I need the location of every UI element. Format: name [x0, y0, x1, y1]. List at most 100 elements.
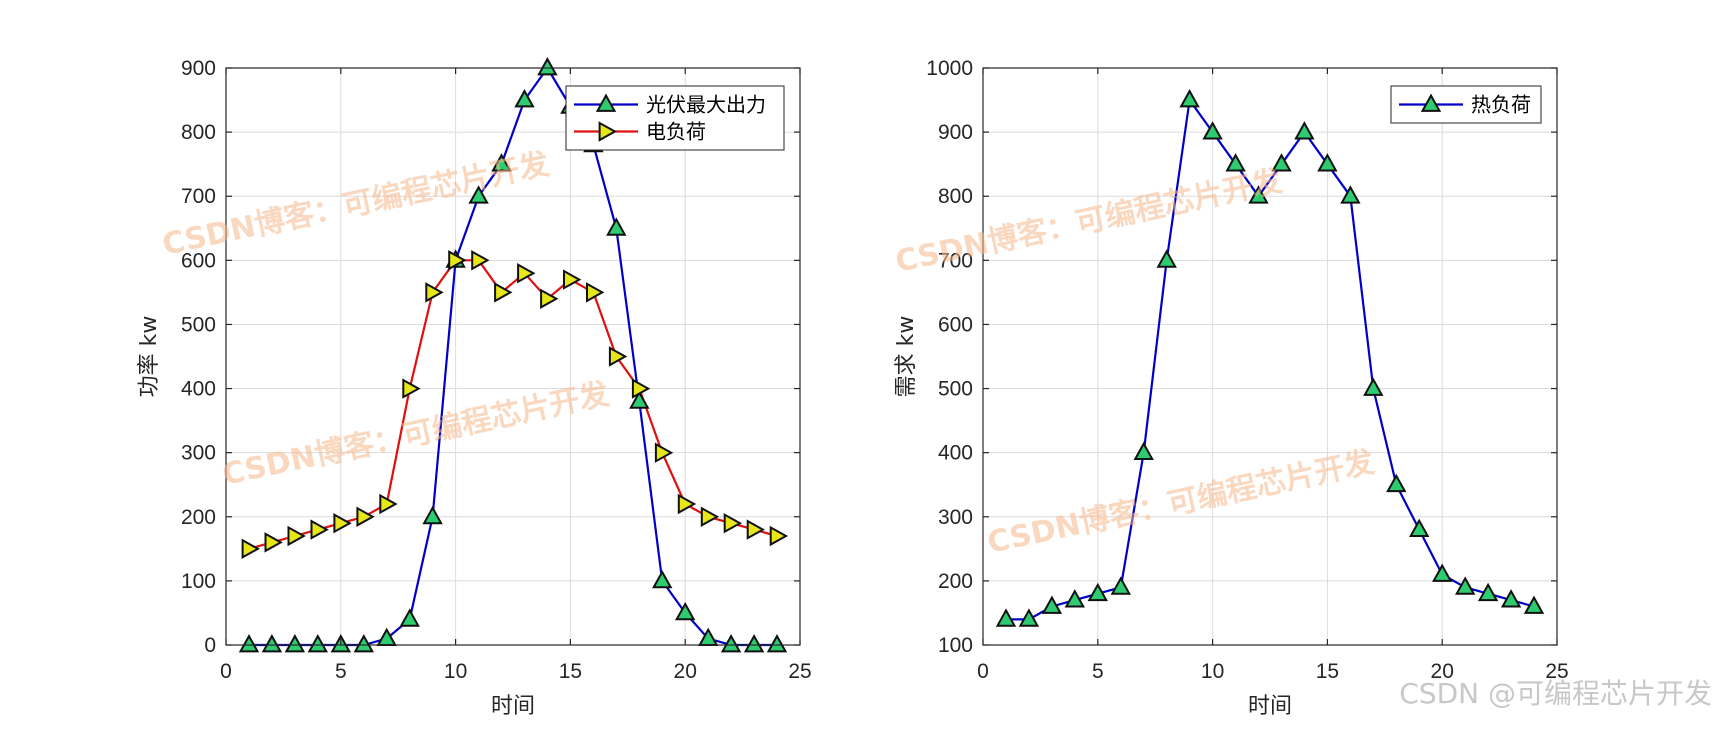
data-point-marker	[700, 506, 720, 527]
y-tick-label: 700	[181, 185, 216, 208]
data-point-marker	[677, 493, 697, 515]
data-point-marker	[1156, 249, 1177, 268]
legend-label: 热负荷	[1471, 93, 1531, 117]
tick-labels: 0 5 10 15 20 25 100 200 300 400 500 600 700 800 900 100…	[926, 57, 1568, 683]
data-point-marker	[379, 493, 398, 515]
data-point-marker	[608, 346, 628, 367]
data-point-marker	[631, 378, 651, 399]
x-axis-label: 时间	[1248, 694, 1292, 719]
data-point-marker	[1317, 153, 1338, 172]
credit-text: CSDN @可编程芯片开发	[1399, 677, 1712, 710]
data-point-marker	[448, 250, 467, 271]
x-tick-label: 5	[335, 660, 347, 683]
data-point-marker	[422, 505, 443, 525]
x-tick-label: 10	[444, 660, 467, 683]
legend-label: 光伏最大出力	[646, 93, 766, 117]
y-tick-label: 200	[938, 570, 973, 593]
y-tick-label: 700	[938, 249, 973, 272]
y-tick-label: 800	[938, 185, 973, 208]
data-point-marker	[1477, 582, 1499, 602]
data-point-marker	[720, 634, 742, 653]
data-point-marker	[353, 634, 374, 653]
y-tick-label: 1000	[926, 57, 973, 80]
data-point-marker	[1225, 153, 1246, 172]
x-tick-label: 0	[220, 660, 232, 683]
legend-marker	[595, 93, 617, 112]
x-tick-label: 15	[1316, 660, 1339, 683]
data-point-marker	[1110, 576, 1131, 595]
y-tick-label: 0	[204, 634, 216, 657]
data-point-marker	[1340, 185, 1361, 204]
y-tick-label: 300	[181, 442, 216, 465]
data-point-marker	[376, 627, 397, 646]
x-axis-label: 时间	[491, 694, 535, 719]
data-point-marker	[652, 569, 673, 589]
data-point-marker	[995, 608, 1017, 627]
y-tick-label: 500	[181, 313, 216, 336]
x-tick-label: 25	[788, 660, 811, 683]
x-tick-label: 20	[1431, 660, 1454, 683]
data-point-marker	[537, 57, 558, 76]
y-axis-label: 需求 kw	[894, 316, 919, 398]
data-point-marker	[1294, 121, 1315, 140]
data-point-marker	[471, 250, 490, 271]
data-point-marker	[517, 263, 536, 284]
y-tick-label: 900	[181, 57, 216, 80]
y-tick-label: 600	[181, 249, 216, 272]
data-point-marker	[356, 506, 375, 527]
data-point-marker	[606, 217, 627, 236]
data-point-marker	[284, 634, 306, 653]
data-point-marker	[1523, 595, 1545, 614]
tick-labels: 0 5 10 15 20 25 0 100 200 300 400 500 600 700 800 900	[181, 57, 812, 683]
data-point-marker	[1409, 518, 1430, 537]
series-layer	[995, 89, 1545, 627]
data-point-marker	[491, 153, 512, 172]
data-point-marker	[333, 513, 352, 534]
data-point-marker	[1087, 582, 1108, 602]
data-point-marker	[654, 442, 674, 463]
data-point-marker	[307, 634, 328, 653]
data-point-marker	[468, 185, 489, 204]
data-point-marker	[675, 601, 696, 621]
data-point-marker	[1018, 608, 1040, 627]
data-point-marker	[586, 282, 605, 303]
data-point-marker	[494, 282, 513, 303]
x-tick-label: 15	[559, 660, 582, 683]
data-point-marker	[1133, 441, 1154, 460]
legend-marker	[598, 121, 617, 142]
data-point-marker	[425, 282, 444, 303]
legend-marker	[1420, 93, 1442, 112]
plot-frame	[225, 67, 801, 646]
data-point-marker	[1500, 589, 1522, 608]
data-point-marker	[1455, 576, 1476, 595]
data-point-marker	[769, 525, 789, 547]
data-point-marker	[629, 390, 650, 409]
data-point-marker	[1179, 89, 1200, 108]
grid-lines	[982, 67, 1558, 646]
data-point-marker	[1432, 563, 1453, 582]
data-point-marker	[743, 634, 765, 653]
plot-frame	[982, 67, 1558, 646]
y-tick-label: 800	[181, 121, 216, 144]
x-tick-label: 20	[674, 660, 697, 683]
data-point-marker	[746, 519, 766, 540]
data-point-marker	[563, 269, 582, 290]
data-point-marker	[238, 634, 260, 653]
data-point-marker	[402, 378, 421, 399]
legend-label: 电负荷	[646, 120, 706, 144]
data-point-marker	[310, 519, 329, 540]
data-point-marker	[1386, 473, 1407, 493]
watermark-text: CSDN博客：可编程芯片开发	[892, 164, 1285, 280]
data-point-marker	[261, 634, 283, 653]
data-point-marker	[540, 288, 559, 309]
y-tick-label: 900	[938, 121, 973, 144]
watermark-text: CSDN博客：可编程芯片开发	[159, 147, 552, 263]
data-point-marker	[1271, 153, 1292, 172]
data-point-marker	[1041, 595, 1063, 614]
watermark-text: CSDN博客：可编程芯片开发	[984, 445, 1377, 561]
data-point-marker	[1064, 589, 1085, 608]
watermark-text: CSDN博客：可编程芯片开发	[219, 377, 612, 493]
data-point-marker	[1248, 185, 1269, 204]
